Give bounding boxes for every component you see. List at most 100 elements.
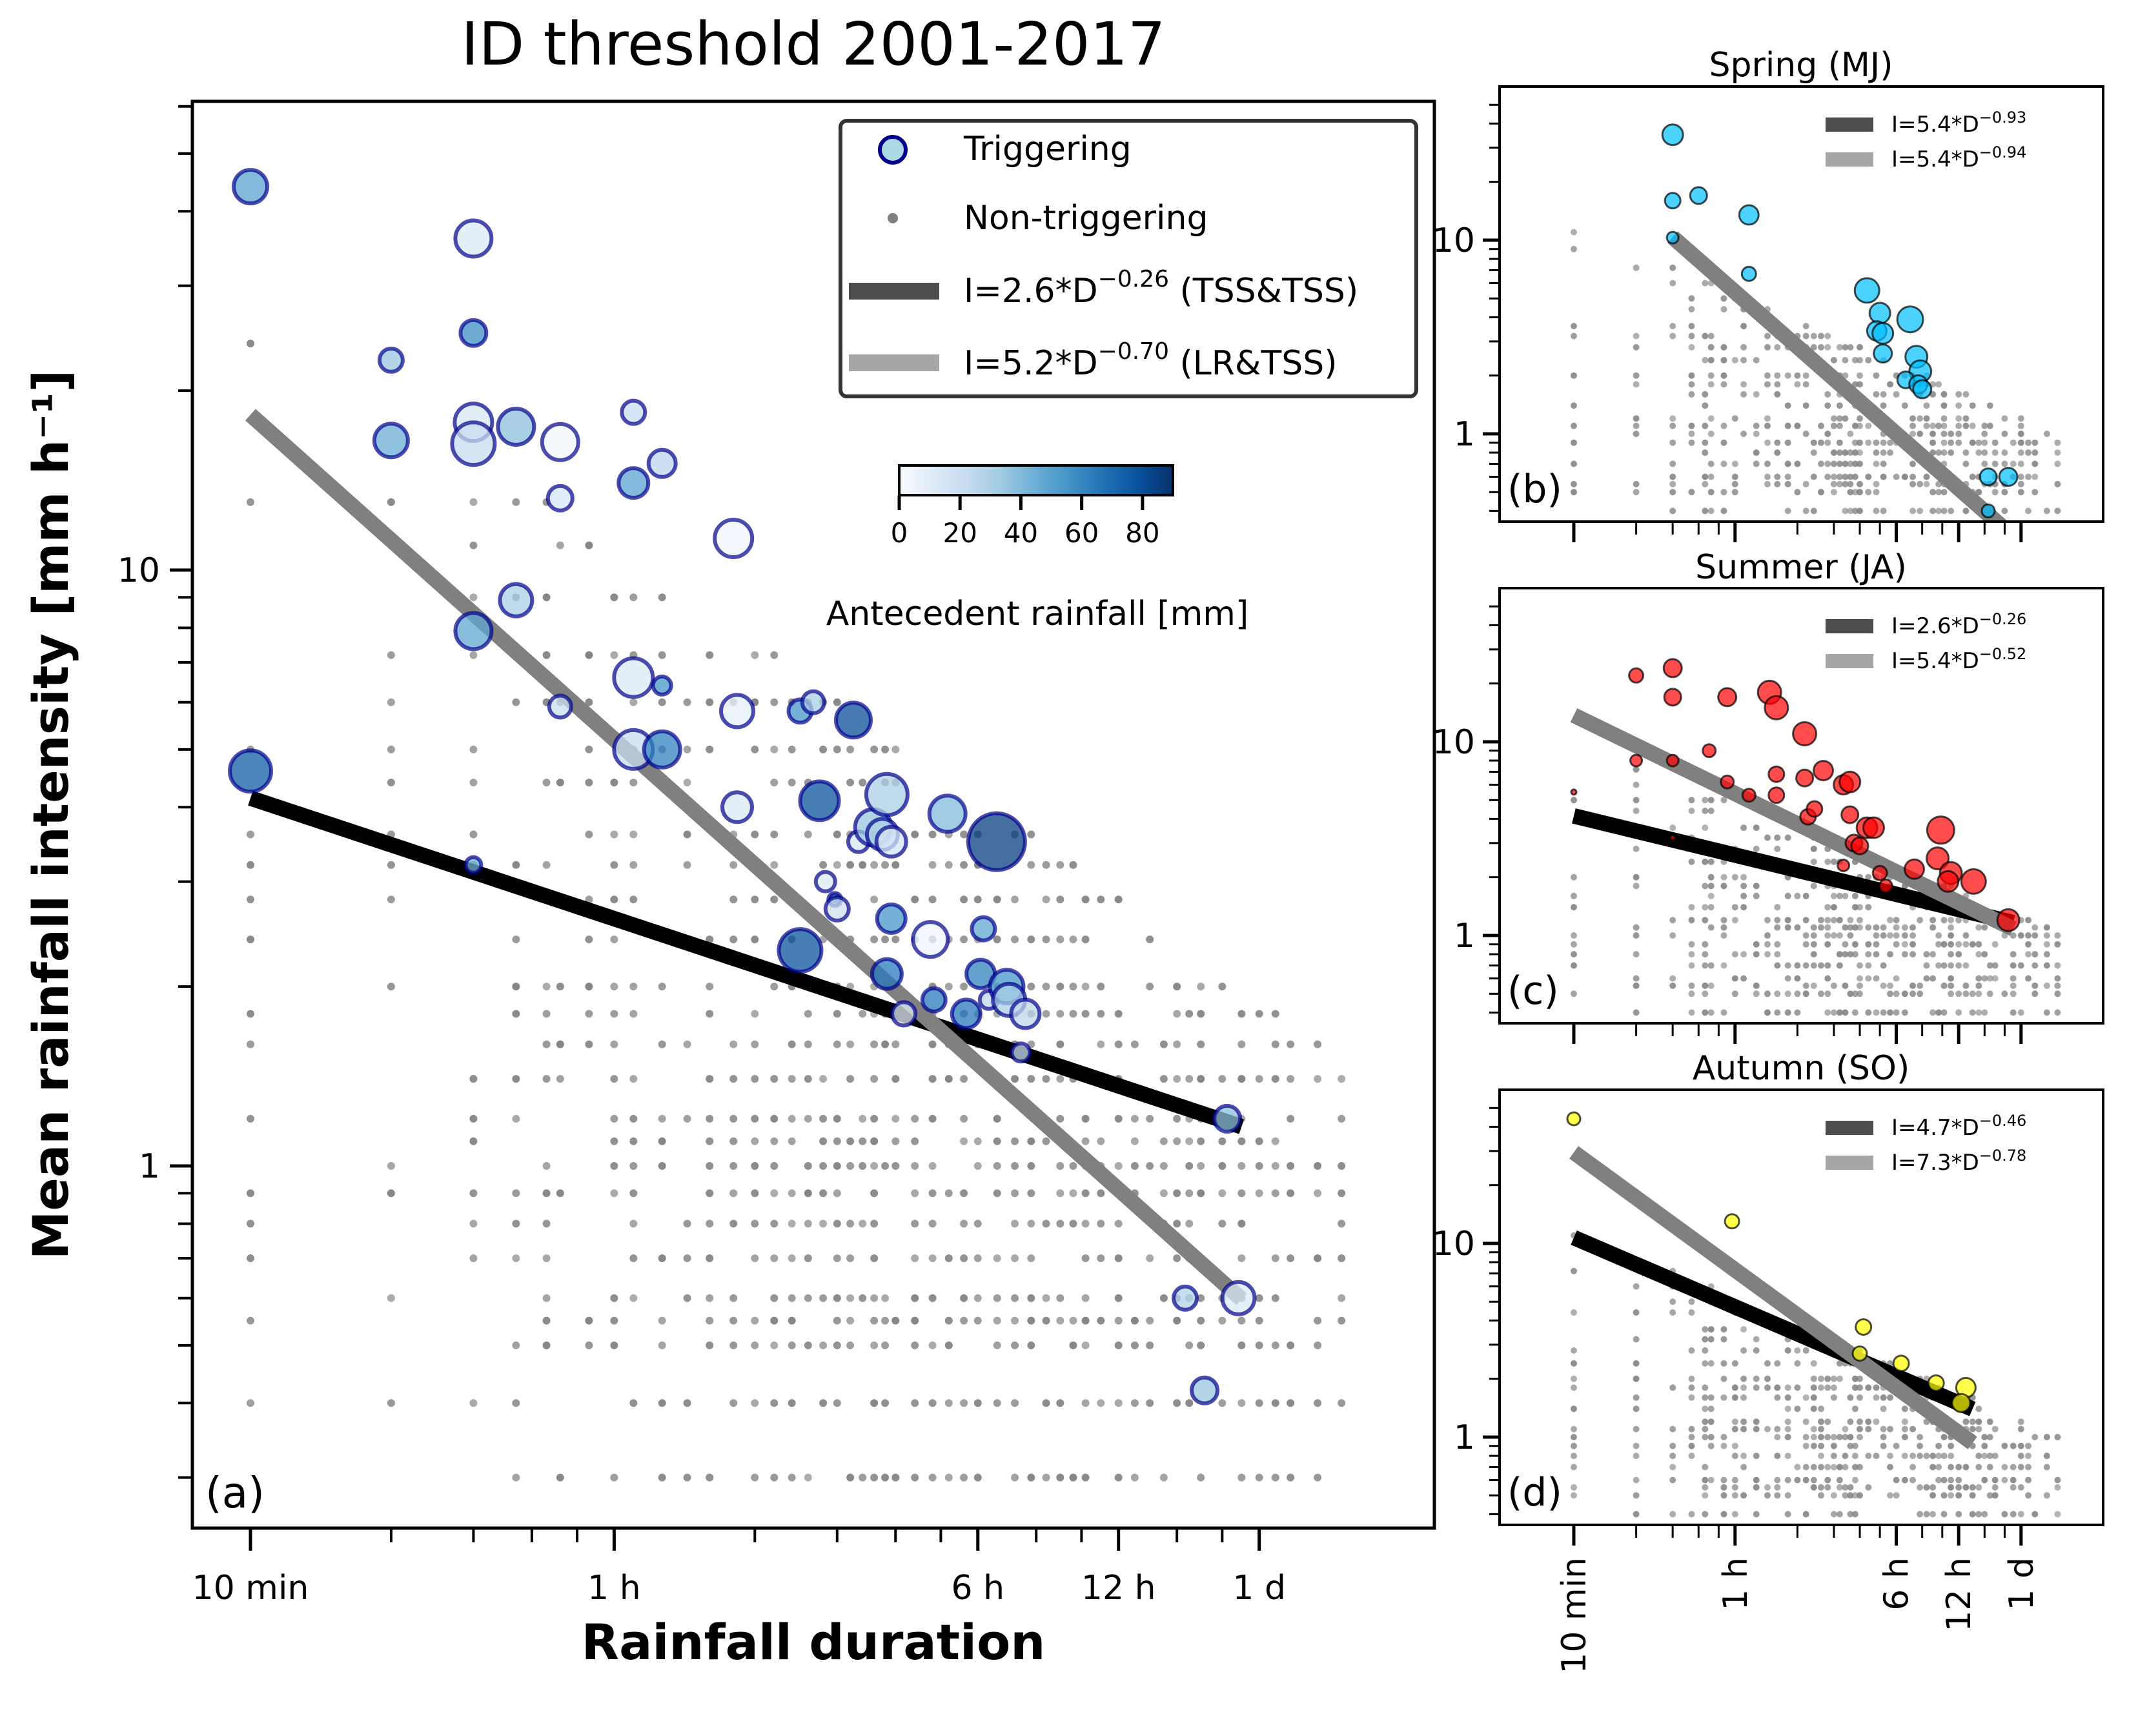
non-triggering-point bbox=[1011, 1137, 1019, 1145]
non-triggering-point bbox=[1669, 422, 1676, 429]
non-triggering-point bbox=[751, 1254, 759, 1262]
non-triggering-point bbox=[1774, 1484, 1781, 1491]
non-triggering-point bbox=[2054, 962, 2061, 969]
non-triggering-point bbox=[247, 1040, 254, 1048]
non-triggering-point bbox=[1081, 1114, 1090, 1123]
non-triggering-point bbox=[993, 1341, 1001, 1349]
non-triggering-point bbox=[870, 1473, 879, 1482]
non-triggering-point bbox=[2031, 439, 2039, 446]
non-triggering-point bbox=[1857, 415, 1863, 422]
non-triggering-point bbox=[1837, 532, 1843, 538]
non-triggering-point bbox=[1707, 1442, 1715, 1449]
non-triggering-point bbox=[1707, 1360, 1715, 1367]
triggering-point bbox=[651, 674, 673, 697]
non-triggering-point bbox=[1056, 1220, 1064, 1228]
non-triggering-point bbox=[1865, 904, 1872, 911]
non-triggering-point bbox=[2031, 1511, 2039, 1518]
non-triggering-point bbox=[1314, 1473, 1322, 1482]
non-triggering-point bbox=[683, 830, 691, 839]
non-triggering-point bbox=[1802, 402, 1809, 409]
non-triggering-point bbox=[1159, 1137, 1168, 1145]
non-triggering-point bbox=[1688, 381, 1695, 388]
non-triggering-point bbox=[993, 935, 1001, 944]
non-triggering-point bbox=[1794, 1360, 1801, 1367]
non-triggering-point bbox=[1633, 982, 1640, 989]
non-triggering-point bbox=[1810, 439, 1817, 446]
non-triggering-point bbox=[1842, 1434, 1849, 1440]
non-triggering-point bbox=[1830, 892, 1837, 899]
triggering-point bbox=[1892, 1354, 1910, 1373]
non-triggering-point bbox=[833, 1189, 841, 1198]
non-triggering-point bbox=[1981, 1009, 1988, 1016]
non-triggering-point bbox=[1173, 1137, 1181, 1145]
non-triggering-point bbox=[770, 1189, 779, 1198]
non-triggering-point bbox=[2001, 415, 2008, 422]
non-triggering-point bbox=[469, 1399, 478, 1407]
non-triggering-point bbox=[629, 1114, 638, 1123]
non-triggering-point bbox=[1917, 990, 1924, 997]
non-triggering-point bbox=[629, 1010, 638, 1018]
non-triggering-point bbox=[1702, 824, 1709, 832]
non-triggering-point bbox=[1847, 932, 1854, 939]
non-triggering-point bbox=[1237, 1189, 1246, 1198]
non-triggering-point bbox=[1865, 1484, 1872, 1491]
non-triggering-point bbox=[1720, 873, 1727, 881]
non-triggering-point bbox=[1794, 1384, 1801, 1391]
legend-label: I=4.7*D−0.46 bbox=[1891, 1112, 2026, 1141]
non-triggering-point bbox=[1784, 1384, 1791, 1391]
non-triggering-point bbox=[1851, 356, 1858, 363]
non-triggering-point bbox=[2054, 439, 2061, 446]
non-triggering-point bbox=[1836, 1009, 1843, 1016]
non-triggering-point bbox=[973, 1473, 982, 1482]
non-triggering-point bbox=[1731, 473, 1738, 480]
non-triggering-point bbox=[1740, 356, 1747, 363]
non-triggering-point bbox=[1851, 904, 1858, 911]
non-triggering-point bbox=[1975, 1484, 1982, 1491]
non-triggering-point bbox=[1857, 460, 1863, 467]
non-triggering-point bbox=[610, 861, 618, 869]
non-triggering-point bbox=[788, 1316, 796, 1325]
non-triggering-point bbox=[1081, 1341, 1090, 1349]
non-triggering-point bbox=[1917, 1453, 1924, 1460]
non-triggering-point bbox=[1975, 1418, 1982, 1425]
non-triggering-point bbox=[1909, 422, 1916, 429]
non-triggering-point bbox=[846, 1162, 855, 1170]
non-triggering-point bbox=[1720, 1484, 1727, 1491]
non-triggering-point bbox=[1981, 449, 1988, 456]
non-triggering-point bbox=[1740, 1425, 1747, 1433]
non-triggering-point bbox=[610, 1473, 618, 1482]
non-triggering-point bbox=[1810, 858, 1817, 865]
colorbar-ticks: 0 20 40 60 80 bbox=[891, 495, 1160, 549]
non-triggering-point bbox=[1173, 1189, 1181, 1198]
non-triggering-point bbox=[1818, 1492, 1824, 1499]
non-triggering-point bbox=[1707, 1326, 1715, 1333]
non-triggering-point bbox=[1237, 1316, 1246, 1325]
non-triggering-point bbox=[1923, 1511, 1930, 1518]
non-triggering-point bbox=[1836, 343, 1843, 351]
non-triggering-point bbox=[1975, 439, 1982, 446]
non-triggering-point bbox=[1197, 1473, 1205, 1482]
non-triggering-point bbox=[1764, 1360, 1771, 1367]
non-triggering-point bbox=[1731, 1394, 1738, 1401]
non-triggering-point bbox=[1986, 1418, 1993, 1425]
non-triggering-point bbox=[1571, 489, 1577, 496]
non-triggering-point bbox=[2010, 1009, 2017, 1016]
non-triggering-point bbox=[1865, 951, 1872, 958]
non-triggering-point bbox=[788, 1075, 796, 1083]
non-triggering-point bbox=[1338, 1114, 1346, 1123]
non-triggering-point bbox=[1571, 1360, 1577, 1367]
triggering-point bbox=[1840, 805, 1860, 824]
non-triggering-point bbox=[2010, 1476, 2017, 1484]
non-triggering-point bbox=[944, 1254, 953, 1262]
non-triggering-point bbox=[1842, 941, 1849, 948]
non-triggering-point bbox=[1975, 990, 1982, 997]
non-triggering-point bbox=[1720, 306, 1727, 312]
non-triggering-point bbox=[706, 1341, 714, 1349]
non-triggering-point bbox=[469, 1137, 478, 1145]
non-triggering-point bbox=[1935, 932, 1942, 939]
threshold-lines bbox=[1569, 1146, 1977, 1449]
non-triggering-point bbox=[1784, 480, 1791, 487]
non-triggering-point bbox=[1707, 873, 1715, 881]
non-triggering-point bbox=[1873, 480, 1880, 487]
non-triggering-point bbox=[1865, 1418, 1872, 1425]
